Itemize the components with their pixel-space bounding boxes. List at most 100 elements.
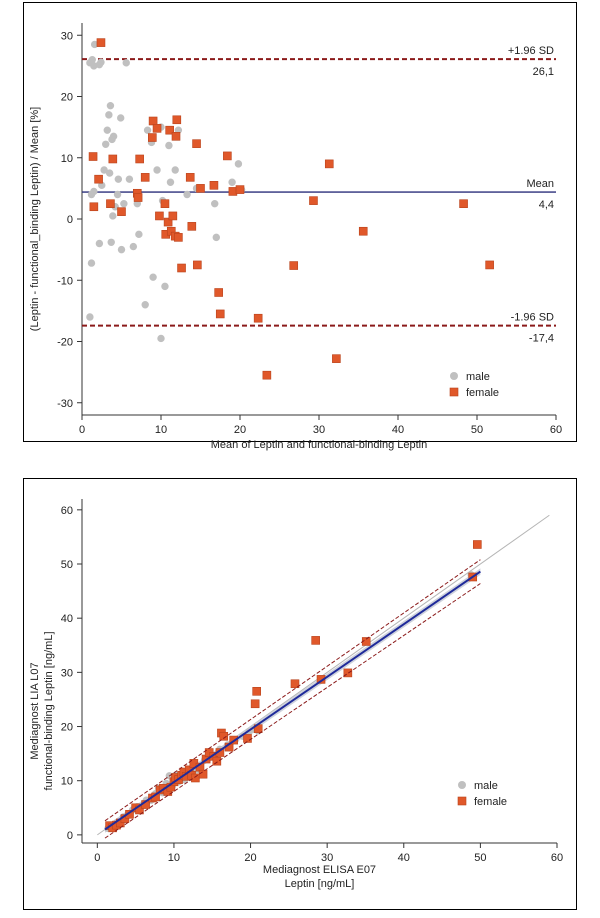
ba-male-point [166,178,175,186]
ba-male-point [103,126,111,134]
reg-y-tick-label: 0 [67,830,73,842]
ba-legend-label-male: male [466,371,490,383]
ba-male-point [113,190,122,199]
ba-x-tick-label: 40 [392,424,404,436]
reg-female-point [311,636,320,645]
reg-x-tick-label: 30 [321,852,333,864]
reg-legend-marker-female [457,796,467,806]
ba-male-point [90,62,98,70]
ba-male-point [211,199,219,208]
ba-female-point [168,211,178,221]
ba-female-point [88,152,98,161]
ba-x-tick-label: 30 [313,424,325,436]
reg-x-tick-label: 50 [474,852,486,864]
ba-male-point [120,199,128,208]
ba-male-point [125,175,134,183]
ba-male-point [234,160,243,168]
ba-male-point [106,101,115,110]
ba-legend-marker-female [449,387,459,397]
ba-female-point [289,261,299,270]
ba-male-point [102,140,110,148]
ba-male-point [100,166,108,174]
ba-female-point [309,196,318,205]
ba-y-tick-label: -30 [57,398,73,410]
ba-female-point [187,222,197,231]
ba-female-point [117,207,126,216]
ba-female-point [96,38,106,47]
ba-female-point [148,116,158,126]
ba-female-point [193,260,202,270]
ba-male-point [171,166,179,174]
ba-female-point [89,202,99,212]
regression-svg: 0 10 20 30 40 50 60 60 50 40 30 20 10 0 male female Medi… [29,499,563,890]
reg-female-point [191,773,200,783]
ba-female-point [253,313,263,323]
ba-female-point [262,370,272,380]
ba-x-tick-label: 0 [79,424,85,436]
ba-ref-line-value: -17,4 [529,333,554,345]
ba-y-tick-label: -10 [57,275,73,287]
ba-female-point [152,124,162,133]
ba-female-point [135,154,144,164]
reg-female-point [473,540,482,549]
reg-x-tick-label: 40 [398,852,410,864]
ba-y-tick-label: -20 [57,337,73,349]
reg-female-point [250,699,260,709]
ba-female-point [228,187,238,196]
reg-female-point [343,668,353,678]
ba-male-point [107,238,115,246]
reg-y-tick-label: 10 [61,776,73,788]
ba-female-point [140,173,150,182]
reg-x-tick-label: 60 [551,852,563,864]
ba-male-point [109,212,117,220]
ba-y-tick-label: 20 [61,92,73,104]
reg-x-tick-label: 20 [244,852,256,864]
ba-male-point [129,242,138,251]
reg-y-tick-label: 40 [61,613,73,625]
ba-male-point [212,233,220,242]
ba-male-point [105,169,114,177]
reg-y-axis-title-line1: Mediagnost LIA L07 [29,662,41,759]
ba-female-point [185,173,195,182]
ba-female-point [192,139,201,148]
ba-female-point [324,159,334,169]
ba-male-point [87,259,96,267]
ba-ref-line-label: -1.96 SD [511,312,554,324]
bland-altman-plot: 0 10 20 30 40 50 60 30 20 10 0 -10 -20 -30 +1.96 SD 26,… [23,2,577,451]
reg-legend-label-female: female [474,796,507,808]
ba-female-point [223,151,232,161]
reg-x-axis-title-line2: Leptin [ng/mL] [285,878,355,890]
reg-female-point [252,687,261,696]
ba-female-point [172,115,182,125]
ba-female-point [174,233,183,242]
reg-female-point [212,756,222,766]
ba-y-tick-label: 10 [61,153,73,165]
ba-female-point [209,181,219,190]
reg-prediction-line [104,583,481,839]
ba-male-point [114,175,123,183]
ba-female-point [163,217,173,227]
reg-y-axis-title-line2: functional-binding Leptin [ng/mL] [43,632,55,791]
ba-male-point [90,40,99,49]
ba-female-point [215,309,225,319]
ba-x-tick-label: 20 [234,424,246,436]
ba-female-point [108,154,118,164]
ba-ref-line-label: +1.96 SD [508,45,554,57]
reg-female-point [198,769,208,779]
ba-female-point [106,199,115,208]
ba-female-point [196,184,205,193]
reg-prediction-line [104,559,481,822]
ba-female-point [332,354,341,363]
ba-male-point [109,132,118,141]
ba-female-point [485,260,494,270]
ba-x-tick-label: 50 [471,424,483,436]
ba-y-axis-title: (Leptin - functional_binding Leptin) / M… [29,107,41,331]
reg-regression-line [104,570,481,831]
ba-male-point [183,190,191,199]
ba-legend-marker-male [450,372,458,380]
ba-male-point [97,58,105,66]
ba-legend-label-female: female [466,387,499,399]
bland-altman-svg: 0 10 20 30 40 50 60 30 20 10 0 -10 -20 -30 +1.96 SD 26,… [29,23,562,451]
ba-female-point [94,174,103,184]
ba-male-point [135,230,143,239]
